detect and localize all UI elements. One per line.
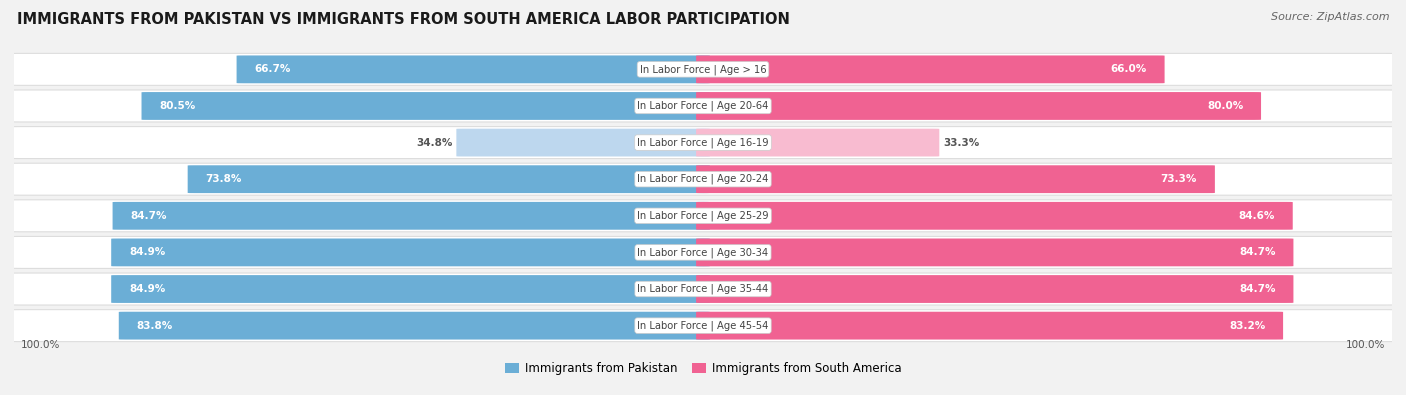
- FancyBboxPatch shape: [236, 55, 710, 83]
- Text: 84.7%: 84.7%: [131, 211, 167, 221]
- FancyBboxPatch shape: [457, 129, 710, 156]
- FancyBboxPatch shape: [696, 202, 1292, 230]
- Text: In Labor Force | Age 20-24: In Labor Force | Age 20-24: [637, 174, 769, 184]
- Text: Source: ZipAtlas.com: Source: ZipAtlas.com: [1271, 12, 1389, 22]
- FancyBboxPatch shape: [4, 310, 1402, 342]
- FancyBboxPatch shape: [111, 275, 710, 303]
- Text: 80.0%: 80.0%: [1206, 101, 1243, 111]
- Text: 100.0%: 100.0%: [21, 340, 60, 350]
- Text: 66.7%: 66.7%: [254, 64, 291, 74]
- Text: 84.6%: 84.6%: [1239, 211, 1275, 221]
- Text: In Labor Force | Age > 16: In Labor Force | Age > 16: [640, 64, 766, 75]
- Text: 84.9%: 84.9%: [129, 247, 166, 258]
- Text: 84.7%: 84.7%: [1239, 284, 1275, 294]
- FancyBboxPatch shape: [4, 237, 1402, 269]
- FancyBboxPatch shape: [696, 239, 1294, 266]
- Text: IMMIGRANTS FROM PAKISTAN VS IMMIGRANTS FROM SOUTH AMERICA LABOR PARTICIPATION: IMMIGRANTS FROM PAKISTAN VS IMMIGRANTS F…: [17, 12, 790, 27]
- Text: 83.2%: 83.2%: [1229, 321, 1265, 331]
- Text: 73.3%: 73.3%: [1160, 174, 1197, 184]
- Text: 34.8%: 34.8%: [416, 137, 453, 148]
- FancyBboxPatch shape: [187, 165, 710, 193]
- Text: In Labor Force | Age 30-34: In Labor Force | Age 30-34: [637, 247, 769, 258]
- FancyBboxPatch shape: [696, 165, 1215, 193]
- Text: 83.8%: 83.8%: [136, 321, 173, 331]
- Text: 100.0%: 100.0%: [1346, 340, 1385, 350]
- FancyBboxPatch shape: [142, 92, 710, 120]
- FancyBboxPatch shape: [4, 53, 1402, 85]
- FancyBboxPatch shape: [696, 92, 1261, 120]
- FancyBboxPatch shape: [696, 129, 939, 156]
- FancyBboxPatch shape: [4, 163, 1402, 195]
- Text: 73.8%: 73.8%: [205, 174, 242, 184]
- Text: In Labor Force | Age 20-64: In Labor Force | Age 20-64: [637, 101, 769, 111]
- Legend: Immigrants from Pakistan, Immigrants from South America: Immigrants from Pakistan, Immigrants fro…: [505, 362, 901, 375]
- FancyBboxPatch shape: [111, 239, 710, 266]
- Text: In Labor Force | Age 16-19: In Labor Force | Age 16-19: [637, 137, 769, 148]
- FancyBboxPatch shape: [696, 55, 1164, 83]
- Text: In Labor Force | Age 25-29: In Labor Force | Age 25-29: [637, 211, 769, 221]
- FancyBboxPatch shape: [4, 126, 1402, 158]
- FancyBboxPatch shape: [696, 275, 1294, 303]
- Text: 33.3%: 33.3%: [943, 137, 980, 148]
- FancyBboxPatch shape: [112, 202, 710, 230]
- FancyBboxPatch shape: [4, 90, 1402, 122]
- FancyBboxPatch shape: [696, 312, 1284, 340]
- Text: 84.9%: 84.9%: [129, 284, 166, 294]
- Text: 66.0%: 66.0%: [1111, 64, 1147, 74]
- FancyBboxPatch shape: [4, 273, 1402, 305]
- FancyBboxPatch shape: [118, 312, 710, 340]
- Text: In Labor Force | Age 35-44: In Labor Force | Age 35-44: [637, 284, 769, 294]
- Text: 80.5%: 80.5%: [159, 101, 195, 111]
- FancyBboxPatch shape: [4, 200, 1402, 232]
- Text: 84.7%: 84.7%: [1239, 247, 1275, 258]
- Text: In Labor Force | Age 45-54: In Labor Force | Age 45-54: [637, 320, 769, 331]
